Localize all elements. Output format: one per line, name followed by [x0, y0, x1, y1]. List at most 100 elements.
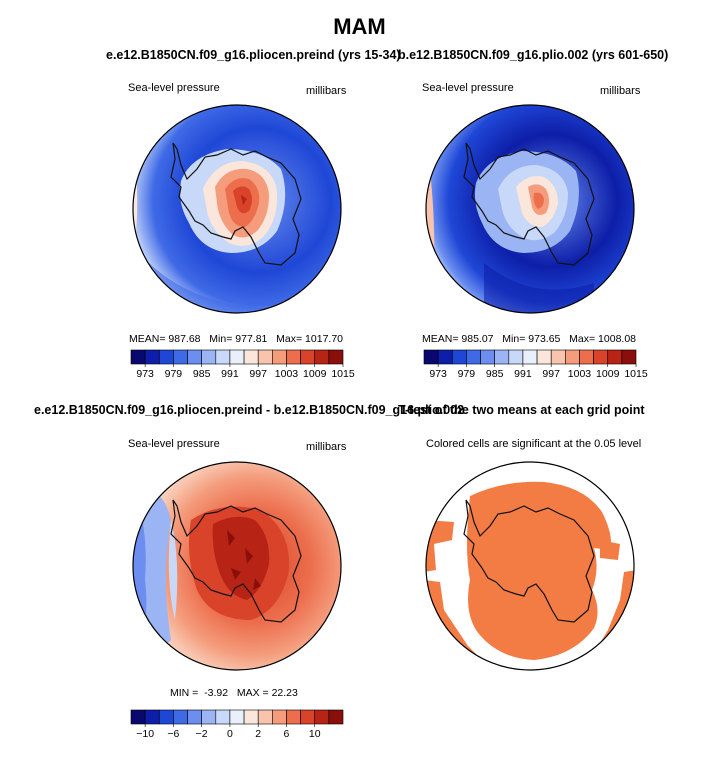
panel-1-polar-map	[132, 104, 342, 314]
panel-3-polar-map	[132, 461, 342, 671]
panel-2-colorbar-box	[423, 349, 439, 365]
panel-2-colorbar-tick-label: 1009	[596, 368, 620, 380]
panel-3-colorbar-box	[229, 709, 245, 725]
panel-1-colorbar-box	[158, 349, 174, 365]
panel-1-colorbar-tick-label: 979	[165, 368, 183, 380]
panel-2-max-label: Max=	[569, 333, 596, 345]
panel-3-colorbar-box	[173, 709, 188, 725]
panel-3-max-label: MAX =	[236, 687, 269, 699]
panel-2-colorbar-box	[593, 349, 609, 365]
panel-3-colorbar-box	[272, 709, 287, 725]
panel-1-colorbar-tick-label: 1015	[331, 368, 355, 380]
panel-2-colorbar-box	[607, 349, 623, 365]
panel-3-colorbar-box	[314, 709, 330, 725]
panel-2-colorbar-box	[579, 349, 594, 365]
panel-1-colorbar-box	[243, 349, 259, 365]
panel-1-colorbar-box	[144, 349, 160, 365]
panel-2-colorbar-box	[565, 349, 580, 365]
panel-3-title: e.e12.B1850CN.f09_g16.pliocen.preind - b…	[34, 403, 465, 417]
panel-2-colorbar-tick-label: 979	[458, 368, 476, 380]
panel-1-colorbar-box	[257, 349, 273, 365]
panel-2-colorbar-box	[522, 349, 538, 365]
panel-3-coastline	[170, 499, 302, 623]
panel-3-colorbar-tick-label: −10	[136, 728, 154, 740]
panel-1-stats: MEAN= 987.68 Min= 977.81 Max= 1017.70	[129, 333, 343, 345]
panel-1-colorbar-tick-label: 985	[193, 368, 211, 380]
panel-2-colorbar-box	[480, 349, 495, 365]
panel-2-colorbar-box	[550, 349, 566, 365]
panel-2-colorbar-tick-label: 985	[486, 368, 504, 380]
panel-2-colorbar-tick-label: 991	[514, 368, 532, 380]
panel-2-mean-label: MEAN=	[422, 333, 459, 345]
panel-3-variable-label: Sea-level pressure	[128, 438, 220, 450]
panel-3-colorbar-tick-label: −2	[196, 728, 208, 740]
panel-4-significant-region	[467, 481, 611, 660]
panel-2-min-label: Min=	[502, 333, 526, 345]
panel-3-colorbar-box	[286, 709, 301, 725]
panel-3-colorbar-box	[215, 709, 231, 725]
panel-3-colorbar-tick-label: 10	[309, 728, 321, 740]
panel-2-colorbar-box	[536, 349, 552, 365]
panel-2-colorbar-box	[451, 349, 467, 365]
panel-3-min-label: MIN =	[170, 687, 199, 699]
panel-2-mean-value: 985.07	[461, 333, 494, 345]
panel-3-units-label: millibars	[306, 441, 347, 453]
panel-1-max-label: Max=	[276, 333, 303, 345]
panel-1-coastline	[170, 142, 302, 266]
panel-1-colorbar-tick-label: 1009	[303, 368, 327, 380]
panel-1-colorbar-box	[215, 349, 231, 365]
panel-1-colorbar-box	[286, 349, 301, 365]
panel-1-colorbar-box	[328, 349, 344, 365]
panel-2-colorbar: 973 979 985 991 997 1003 1009 1015	[423, 349, 648, 380]
panel-1-units-label: millibars	[306, 85, 347, 97]
panel-3-stats: MIN = -3.92 MAX = 22.23	[170, 687, 298, 699]
panel-2-colorbar-box	[621, 349, 637, 365]
panel-4-subtitle: Colored cells are significant at the 0.0…	[426, 438, 642, 450]
panel-3-colorbar: −10 −6 −2 0 2 6 10	[130, 709, 344, 740]
panel-1-colorbar-box	[130, 349, 146, 365]
panel-2-coastline	[463, 142, 595, 266]
panel-3-colorbar-tick-label: 2	[255, 728, 261, 740]
panel-1-max-value: 1017.70	[305, 333, 344, 345]
panel-3-colorbar-tick-label: 0	[227, 728, 233, 740]
panel-1-variable-label: Sea-level pressure	[128, 82, 220, 94]
panel-3-colorbar-box	[130, 709, 146, 725]
panel-1-colorbar: 973 979 985 991 997 1003 1009 1015	[130, 349, 355, 380]
panel-1-colorbar-box	[300, 349, 316, 365]
panel-3-colorbar-box	[158, 709, 174, 725]
panel-1-colorbar-box	[272, 349, 287, 365]
panel-3-colorbar-box	[144, 709, 160, 725]
panel-2-variable-label: Sea-level pressure	[422, 82, 514, 94]
panel-2-stats: MEAN= 985.07 Min= 973.65 Max= 1008.08	[422, 333, 636, 345]
panel-2-colorbar-box	[508, 349, 524, 365]
panel-4-coastline	[463, 499, 595, 623]
panel-1-mean-label: MEAN=	[129, 333, 166, 345]
panel-2-polar-map	[425, 104, 635, 314]
panel-1-mean-value: 987.68	[168, 333, 201, 345]
panel-3-colorbar-box	[243, 709, 259, 725]
panel-2-colorbar-tick-label: 997	[542, 368, 560, 380]
panel-3-colorbar-box	[257, 709, 273, 725]
panel-3-colorbar-tick-label: 6	[284, 728, 290, 740]
panel-1-colorbar-box	[229, 349, 245, 365]
panel-1-colorbar-box	[314, 349, 330, 365]
panel-2-colorbar-box	[494, 349, 510, 365]
panel-2-colorbar-box	[466, 349, 481, 365]
panel-2-units-label: millibars	[600, 85, 641, 97]
panel-1-colorbar-box	[187, 349, 202, 365]
panel-3-colorbar-box	[328, 709, 344, 725]
panel-1-colorbar-box	[201, 349, 217, 365]
panel-2-colorbar-tick-label: 1015	[624, 368, 648, 380]
panel-3-colorbar-box	[187, 709, 202, 725]
panel-2-colorbar-tick-label: 1003	[568, 368, 592, 380]
figure-title: MAM	[333, 14, 386, 39]
panel-2-title: b.e12.B1850CN.f09_g16.plio.002 (yrs 601-…	[398, 48, 669, 62]
panel-3-colorbar-box	[300, 709, 316, 725]
panel-3-min-value: -3.92	[204, 687, 229, 699]
panel-1-colorbar-tick-label: 997	[249, 368, 267, 380]
panel-2-colorbar-tick-label: 973	[429, 368, 447, 380]
panel-4-title: T-test of the two means at each grid poi…	[398, 403, 645, 417]
panel-1-colorbar-tick-label: 973	[136, 368, 154, 380]
panel-2-colorbar-box	[437, 349, 453, 365]
panel-1-colorbar-box	[173, 349, 188, 365]
